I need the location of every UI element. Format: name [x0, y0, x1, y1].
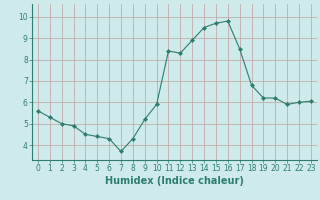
X-axis label: Humidex (Indice chaleur): Humidex (Indice chaleur): [105, 176, 244, 186]
